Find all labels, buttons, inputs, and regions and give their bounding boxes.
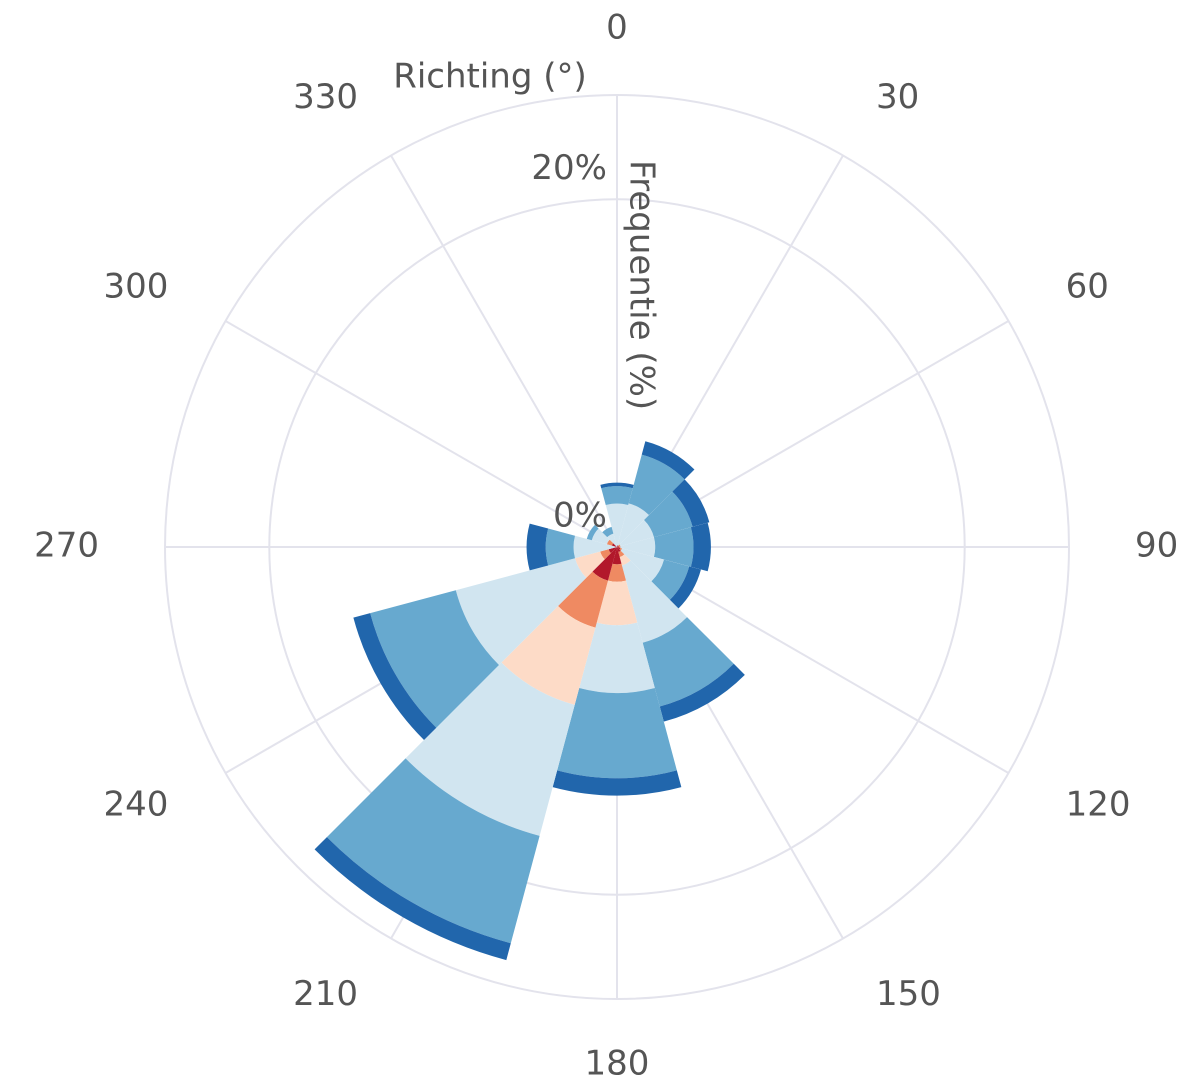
bar-segment xyxy=(618,544,621,547)
bar-segment xyxy=(608,547,617,554)
bar-segment xyxy=(591,528,610,545)
direction-label: 30 xyxy=(876,77,919,117)
bar-segment xyxy=(370,590,499,728)
bar-segment xyxy=(455,558,587,666)
bar-segment xyxy=(602,526,614,538)
bar-segment xyxy=(596,580,638,626)
bar-segment xyxy=(620,537,656,557)
bar-segment xyxy=(592,547,617,581)
bar-segment xyxy=(600,549,611,560)
bar-segment xyxy=(557,688,677,779)
bar-segment xyxy=(669,566,701,609)
bar-segment xyxy=(526,523,549,571)
bar-segment xyxy=(619,519,654,547)
direction-label: 150 xyxy=(876,974,941,1014)
bar-segment xyxy=(619,547,623,551)
bar-segment xyxy=(672,479,710,527)
direction-label: 0 xyxy=(606,8,628,48)
bar-segment xyxy=(651,559,690,600)
direction-label: 90 xyxy=(1135,526,1178,566)
bar-segment xyxy=(618,546,621,548)
bar-segment xyxy=(644,491,693,538)
bar-segment xyxy=(600,482,634,489)
direction-label: 330 xyxy=(293,77,358,117)
grid-circle xyxy=(268,198,966,896)
y-axis-title: Frequentie (%) xyxy=(622,160,662,410)
bar-segment xyxy=(314,837,511,961)
y-tick-label: 20% xyxy=(531,148,607,188)
bar-segment xyxy=(617,545,619,547)
bar-segment xyxy=(575,551,605,578)
spoke xyxy=(390,155,618,548)
bar-segment xyxy=(552,770,682,796)
bar-segment xyxy=(617,545,619,547)
bar-segment xyxy=(611,543,617,547)
spoke xyxy=(225,320,618,548)
bars xyxy=(314,441,745,961)
direction-label: 300 xyxy=(103,267,168,307)
bar-segment xyxy=(501,606,596,705)
bar-segment xyxy=(642,617,734,707)
direction-label: 210 xyxy=(293,974,358,1014)
bar-segment xyxy=(606,539,614,546)
bar-segment xyxy=(653,527,694,567)
bar-segment xyxy=(573,535,617,559)
bar-segment xyxy=(620,548,665,582)
direction-label: 270 xyxy=(34,526,99,566)
bar-segment xyxy=(617,503,649,546)
bar-segment xyxy=(353,613,437,740)
direction-label: 180 xyxy=(585,1044,650,1084)
bar-segment xyxy=(608,563,626,582)
bar-segment xyxy=(619,554,631,566)
bar-segment xyxy=(557,571,609,628)
direction-label: 120 xyxy=(1066,785,1131,825)
x-axis-title: Richting (°) xyxy=(393,57,587,97)
bar-segment xyxy=(621,560,688,643)
direction-label: 60 xyxy=(1066,267,1109,307)
bar-segment xyxy=(605,503,629,547)
bar-segment xyxy=(617,547,621,553)
bar-segment xyxy=(579,622,655,694)
bar-segment xyxy=(586,524,599,541)
bar-segment xyxy=(690,522,711,572)
bar-segment xyxy=(641,441,695,480)
bar-segment xyxy=(617,547,621,550)
bar-segment xyxy=(659,663,745,722)
bar-segment xyxy=(612,547,622,565)
bar-segment xyxy=(405,662,575,836)
bar-segment xyxy=(607,533,617,547)
bar-segment xyxy=(617,546,619,548)
direction-label: 240 xyxy=(103,785,168,825)
bar-segment xyxy=(628,454,685,516)
bar-segment xyxy=(545,528,576,566)
bar-segment xyxy=(601,486,633,506)
bar-segment xyxy=(618,550,625,558)
bar-segment xyxy=(326,758,540,944)
